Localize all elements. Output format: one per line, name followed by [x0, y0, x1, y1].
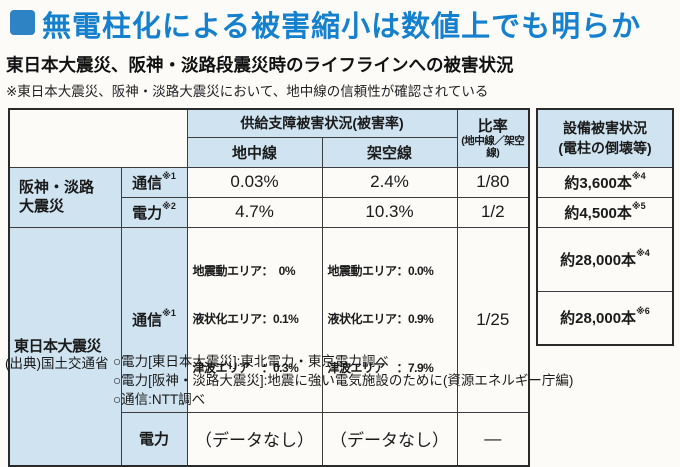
higashi-denryoku-label: 電力 [120, 411, 188, 467]
equipment-value-3: 約28,000本 [560, 251, 637, 269]
equipment-sup-4: ※6 [636, 306, 650, 317]
header-overhead: 架空線 [321, 136, 458, 168]
hanshin-tsushin-sup: ※1 [162, 170, 176, 181]
equipment-higashi-denryoku: 約28,000本※6 [536, 290, 674, 346]
equipment-header: 設備被害状況 (電柱の倒壊等) [536, 108, 674, 168]
overhead-line-1: 地震動エリア：0.0% [327, 263, 434, 278]
page-subtitle: 東日本大震災、阪神・淡路段震災時のライフラインへの被害状況 [6, 55, 514, 75]
overhead-line-3: 津波エリア ：7.9% [327, 361, 434, 375]
higashi-tsushin-underground: 地震動エリア： 0% 液状化エリア：0.1% 津波エリア ：0.3% [186, 226, 323, 413]
source-notes: ○電力[東日本大震災]:東北電力・東京電力調べ ○電力[阪神・淡路大震災]:地震… [113, 352, 573, 409]
hanshin-denryoku-text: 電力 [132, 204, 163, 222]
hanshin-tsushin-overhead: 2.4% [321, 166, 458, 198]
row-group-hanshin-label: 阪神・淡路 大震災 [8, 166, 122, 228]
reliability-note: ※東日本大震災、阪神・淡路大震災において、地中線の信頼性が確認されている [6, 84, 489, 99]
header-ratio-title: 比率 [477, 117, 508, 135]
higashi-tsushin-sup: ※1 [162, 308, 176, 319]
underground-line-3: 津波エリア ：0.3% [192, 361, 299, 375]
source-line-3: ○通信:NTT調べ [113, 392, 206, 408]
higashi-tsushin-label: 通信※1 [120, 226, 188, 413]
overhead-line-2: 液状化エリア：0.9% [327, 312, 434, 327]
hanshin-label-line2: 大震災 [19, 198, 65, 215]
source-label: (出典)国土交通省 [5, 356, 109, 371]
hanshin-tsushin-label: 通信※1 [120, 166, 188, 198]
header-supply-damage: 供給支障被害状況(被害率) [186, 108, 458, 138]
source-line-1: ○電力[東日本大震災]:東北電力・東京電力調べ [113, 354, 389, 369]
equipment-header-line2: (電柱の倒壊等) [558, 140, 652, 157]
equipment-value-4: 約28,000本 [560, 310, 637, 328]
hanshin-denryoku-overhead: 10.3% [321, 196, 458, 228]
equipment-value-1: 約3,600本 [564, 174, 632, 192]
higashi-denryoku-overhead: （データなし） [321, 411, 458, 467]
hanshin-denryoku-ratio: 1/2 [456, 196, 530, 228]
hanshin-tsushin-text: 通信 [132, 174, 163, 192]
equipment-header-line1: 設備被害状況 [563, 120, 647, 137]
title-square-icon [10, 10, 35, 35]
header-ratio-sub: (地中線／架空線) [461, 134, 525, 159]
page-title: 無電柱化による被害縮小は数値上でも明らか [42, 11, 642, 43]
source-line-2: ○電力[阪神・淡路大震災]:地震に強い電気施設のために(資源エネルギー庁編) [113, 373, 574, 389]
underground-line-1: 地震動エリア： 0% [192, 263, 296, 278]
equipment-hanshin-tsushin: 約3,600本※4 [536, 166, 674, 198]
higashi-denryoku-ratio: ― [456, 411, 530, 467]
empty-corner-cell [8, 108, 188, 168]
equipment-sup-3: ※4 [636, 247, 650, 258]
equipment-damage-table: 設備被害状況 (電柱の倒壊等) 約3,600本※4 約4,500本※5 約28,… [536, 108, 674, 346]
hanshin-tsushin-ratio: 1/80 [456, 166, 530, 198]
underground-line-2: 液状化エリア：0.1% [192, 312, 299, 327]
hanshin-tsushin-underground: 0.03% [186, 166, 323, 198]
equipment-value-2: 約4,500本 [564, 204, 632, 222]
equipment-sup-2: ※5 [631, 200, 646, 211]
hanshin-denryoku-sup: ※2 [162, 200, 176, 211]
higashi-tsushin-text: 通信 [132, 312, 163, 330]
equipment-higashi-tsushin: 約28,000本※4 [536, 226, 674, 292]
hanshin-denryoku-underground: 4.7% [186, 196, 323, 228]
header-ratio: 比率 (地中線／架空線) [456, 108, 530, 168]
hanshin-label-line1: 阪神・淡路 [19, 178, 95, 196]
higashi-denryoku-underground: （データなし） [186, 411, 323, 467]
equipment-sup-1: ※4 [631, 170, 646, 181]
header-underground: 地中線 [186, 136, 323, 168]
lifeline-damage-table: 供給支障被害状況(被害率) 比率 (地中線／架空線) 地中線 架空線 阪神・淡路… [8, 108, 531, 467]
higashi-tsushin-ratio: 1/25 [456, 226, 530, 413]
row-group-higashi-label: 東日本大震災 [8, 226, 122, 467]
equipment-hanshin-denryoku: 約4,500本※5 [536, 196, 674, 228]
hanshin-denryoku-label: 電力※2 [120, 196, 188, 228]
